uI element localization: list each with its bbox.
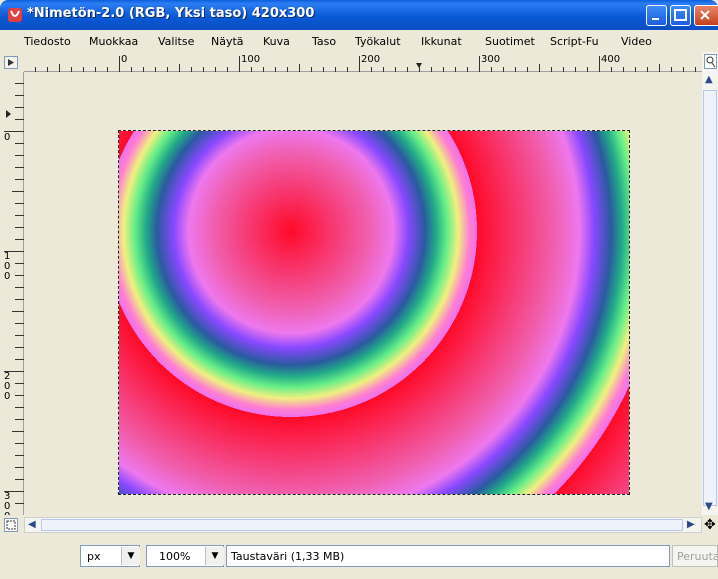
vruler-label: 200 <box>4 371 11 402</box>
menu-arrow-button[interactable] <box>4 56 18 69</box>
gimp-wilber-icon[interactable] <box>7 7 23 23</box>
quick-mask-button[interactable] <box>4 518 18 532</box>
quick-mask-icon <box>6 520 16 530</box>
hruler-label: 300 <box>481 54 501 65</box>
vertical-scroll-thumb[interactable] <box>703 90 717 506</box>
hruler-label: 400 <box>601 54 621 65</box>
ruler-ticks <box>4 83 24 504</box>
horizontal-scrollbar[interactable]: ◀ ▶ <box>24 517 702 533</box>
vruler-label: 100 <box>4 251 11 282</box>
status-message-field: Taustaväri (1,33 MB) <box>226 545 670 567</box>
vruler-label: 0 <box>4 132 11 143</box>
close-icon <box>700 10 710 20</box>
chevron-down-icon[interactable]: ▼ <box>121 547 140 565</box>
pointer-marker <box>416 63 422 68</box>
zoom-value: 100% <box>159 550 191 563</box>
menu-nayta[interactable]: Näytä <box>211 35 244 48</box>
minimize-button[interactable] <box>646 5 667 26</box>
unit-value: px <box>87 550 101 563</box>
chevron-down-icon[interactable]: ▼ <box>205 547 224 565</box>
horizontal-scroll-thumb[interactable] <box>41 519 683 531</box>
menu-ikkunat[interactable]: Ikkunat <box>421 35 462 48</box>
hruler-label: 200 <box>361 54 381 65</box>
minimize-icon <box>652 18 659 20</box>
menu-taso[interactable]: Taso <box>312 35 337 48</box>
menu-valitse[interactable]: Valitse <box>158 35 195 48</box>
menu-script-fu[interactable]: Script-Fu <box>550 35 599 48</box>
cancel-label: Peruuta <box>677 550 718 563</box>
menu-tyokalut[interactable]: Työkalut <box>355 35 401 48</box>
scroll-down-arrow-icon[interactable]: ▼ <box>705 501 713 512</box>
status-message: Taustaväri (1,33 MB) <box>231 550 345 563</box>
image-canvas[interactable] <box>118 130 630 495</box>
status-bar: px ▼ 100% ▼ Taustaväri (1,33 MB) Peruuta <box>0 535 718 579</box>
menu-muokkaa[interactable]: Muokkaa <box>89 35 139 48</box>
menu-tiedosto[interactable]: Tiedosto <box>24 35 71 48</box>
hruler-label: 100 <box>241 54 261 65</box>
scroll-left-arrow-icon[interactable]: ◀ <box>28 519 36 530</box>
hruler-label: 0 <box>121 54 128 65</box>
triangle-right-icon <box>8 59 14 66</box>
pointer-marker <box>6 110 11 118</box>
horizontal-ruler[interactable]: 0 100 200 300 400 <box>24 52 702 72</box>
zoom-selector[interactable]: 100% ▼ <box>146 545 224 567</box>
vertical-scrollbar[interactable]: ▲ ▼ <box>702 52 718 515</box>
zoom-to-fit-button[interactable] <box>704 54 717 69</box>
gradient-image <box>119 131 629 494</box>
ruler-corner <box>0 52 24 72</box>
navigate-icon[interactable]: ✥ <box>704 517 716 533</box>
menu-video[interactable]: Video <box>621 35 652 48</box>
unit-selector[interactable]: px ▼ <box>80 545 140 567</box>
maximize-icon <box>674 9 687 21</box>
title-bar: *Nimetön-2.0 (RGB, Yksi taso) 420x300 <box>0 0 718 30</box>
canvas-area[interactable] <box>24 72 702 515</box>
menu-kuva[interactable]: Kuva <box>263 35 290 48</box>
horizontal-scroll-row: ◀ ▶ ✥ <box>0 515 718 535</box>
maximize-button[interactable] <box>670 5 691 26</box>
zoom-to-fit-icon <box>706 56 716 68</box>
close-button[interactable] <box>694 5 718 26</box>
menu-suotimet[interactable]: Suotimet <box>485 35 535 48</box>
scroll-right-arrow-icon[interactable]: ▶ <box>687 519 695 530</box>
cancel-button[interactable]: Peruuta <box>672 545 718 567</box>
vertical-ruler[interactable]: 0 100 200 300 <box>0 72 24 522</box>
menu-bar: Tiedosto Muokkaa Valitse Näytä Kuva Taso… <box>0 30 718 52</box>
window-title: *Nimetön-2.0 (RGB, Yksi taso) 420x300 <box>27 6 315 21</box>
ruler-ticks <box>35 56 696 72</box>
scroll-up-arrow-icon[interactable]: ▲ <box>705 74 713 85</box>
